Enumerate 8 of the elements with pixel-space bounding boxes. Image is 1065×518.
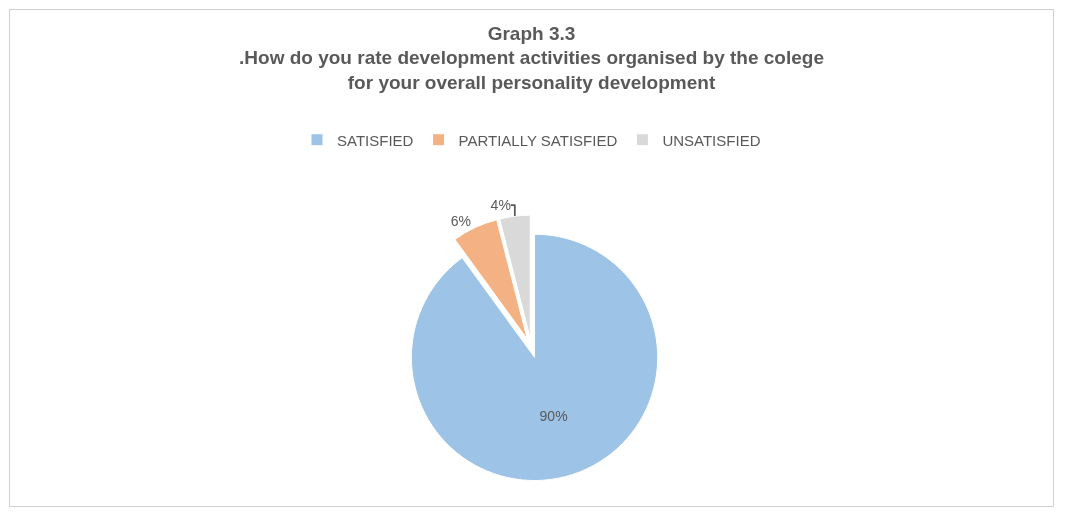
chart-subtitle: .How do you rate development activities organised by the colege for your overall personality development xyxy=(239,47,824,94)
data-label: 4% xyxy=(490,197,511,214)
legend-label: PARTIALLY SATISFIED xyxy=(458,131,618,149)
chart-title: Graph 3.3 xyxy=(487,22,576,44)
legend-label: UNSATISFIED xyxy=(662,131,761,149)
legend-label: SATISFIED xyxy=(337,131,414,149)
data-label: 90% xyxy=(539,407,568,424)
data-label: 6% xyxy=(450,213,471,230)
